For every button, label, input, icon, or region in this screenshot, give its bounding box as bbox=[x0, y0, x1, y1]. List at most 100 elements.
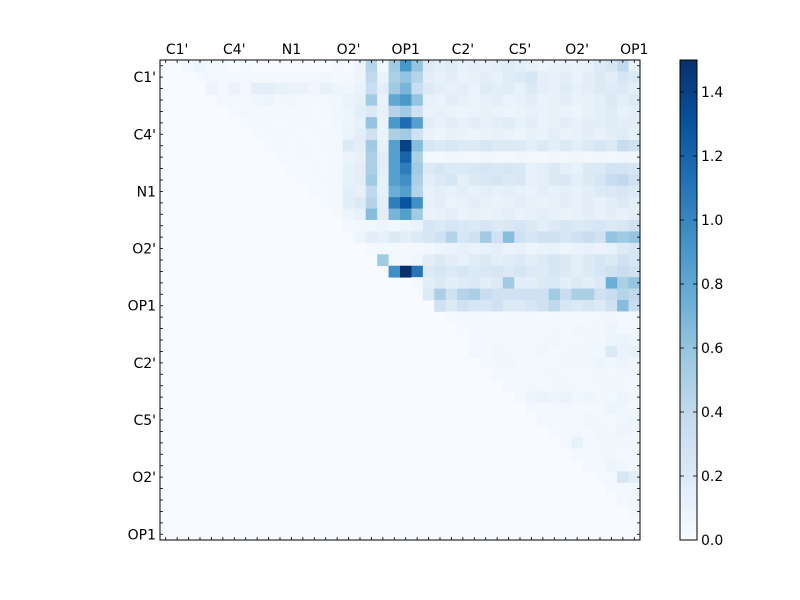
heatmap-cell bbox=[297, 162, 309, 175]
y-tick-label: OP1 bbox=[128, 299, 156, 315]
heatmap-cell bbox=[594, 197, 607, 209]
heatmap-cell bbox=[594, 322, 607, 335]
heatmap-cell bbox=[525, 254, 538, 267]
heatmap-cell bbox=[502, 368, 515, 381]
heatmap-cell bbox=[605, 254, 618, 267]
heatmap-cell bbox=[582, 460, 595, 472]
heatmap-cell bbox=[628, 505, 641, 518]
heatmap-cell bbox=[388, 208, 401, 221]
heatmap-cell bbox=[308, 151, 321, 164]
heatmap-cell bbox=[537, 151, 549, 164]
heatmap-cell bbox=[537, 357, 549, 369]
heatmap-cell bbox=[365, 231, 378, 244]
heatmap-cell bbox=[445, 82, 458, 95]
heatmap-cell bbox=[548, 311, 561, 324]
heatmap-cell bbox=[582, 265, 595, 278]
heatmap-cell bbox=[628, 151, 641, 164]
heatmap-cell bbox=[262, 128, 275, 141]
heatmap-cell bbox=[571, 322, 584, 335]
heatmap-cell bbox=[560, 391, 572, 404]
heatmap-cell bbox=[342, 174, 355, 187]
heatmap-cell bbox=[320, 185, 332, 198]
heatmap-cell bbox=[594, 117, 607, 129]
heatmap-cell bbox=[605, 402, 618, 415]
heatmap-cell bbox=[342, 197, 355, 209]
heatmap-cell bbox=[605, 105, 618, 118]
heatmap-cell bbox=[617, 391, 629, 404]
heatmap-cell bbox=[411, 105, 424, 118]
heatmap-cell bbox=[571, 60, 584, 72]
heatmap-cell bbox=[560, 60, 572, 72]
heatmap-cell bbox=[262, 94, 275, 107]
heatmap-cell bbox=[571, 71, 584, 84]
heatmap-cell bbox=[605, 334, 618, 347]
heatmap-cell bbox=[388, 94, 401, 107]
heatmap-cell bbox=[445, 174, 458, 187]
heatmap-cell bbox=[514, 140, 527, 152]
heatmap-cell bbox=[457, 71, 469, 84]
heatmap-cell bbox=[480, 174, 492, 187]
heatmap-cell bbox=[400, 140, 412, 152]
heatmap-cell bbox=[411, 277, 424, 289]
heatmap-cell bbox=[548, 117, 561, 129]
heatmap-cell bbox=[422, 185, 435, 198]
heatmap-cell bbox=[491, 82, 504, 95]
heatmap-cell bbox=[571, 220, 584, 232]
heatmap-cell bbox=[525, 105, 538, 118]
heatmap-cell bbox=[548, 277, 561, 289]
heatmap-cell bbox=[502, 322, 515, 335]
heatmap-cell bbox=[514, 345, 527, 358]
heatmap-cell bbox=[411, 231, 424, 244]
heatmap-cell bbox=[240, 117, 252, 129]
heatmap-cell bbox=[514, 334, 527, 347]
heatmap-cell bbox=[422, 128, 435, 141]
heatmap-cell bbox=[422, 60, 435, 72]
heatmap-cell bbox=[617, 368, 629, 381]
heatmap-cell bbox=[514, 368, 527, 381]
heatmap-cell bbox=[502, 345, 515, 358]
heatmap-cell bbox=[400, 60, 412, 72]
heatmap-cell bbox=[468, 105, 481, 118]
heatmap-cell bbox=[537, 288, 549, 301]
heatmap-cell bbox=[434, 117, 447, 129]
heatmap-cell bbox=[548, 265, 561, 278]
heatmap-cell bbox=[537, 380, 549, 392]
heatmap-cell bbox=[342, 128, 355, 141]
heatmap-cell bbox=[548, 357, 561, 369]
heatmap-cell bbox=[434, 265, 447, 278]
heatmap-cell bbox=[628, 105, 641, 118]
heatmap-cell bbox=[605, 174, 618, 187]
heatmap-cell bbox=[605, 231, 618, 244]
heatmap-cell bbox=[422, 174, 435, 187]
heatmap-cell bbox=[502, 71, 515, 84]
heatmap-frame bbox=[159, 59, 641, 541]
heatmap-cell bbox=[365, 94, 378, 107]
heatmap-cell bbox=[457, 288, 469, 301]
heatmap-cell bbox=[445, 128, 458, 141]
heatmap-cell bbox=[411, 82, 424, 95]
heatmap-cell bbox=[365, 82, 378, 95]
heatmap-cell bbox=[354, 140, 367, 152]
heatmap-cell bbox=[628, 300, 641, 312]
heatmap-cell bbox=[548, 288, 561, 301]
y-tick-label: O2' bbox=[132, 470, 156, 486]
heatmap-cell bbox=[502, 128, 515, 141]
heatmap-cell bbox=[525, 162, 538, 175]
heatmap-cell bbox=[582, 277, 595, 289]
heatmap-cell bbox=[502, 162, 515, 175]
heatmap-cell bbox=[617, 231, 629, 244]
heatmap-cell bbox=[251, 117, 264, 129]
heatmap-cell bbox=[308, 105, 321, 118]
heatmap-cell bbox=[377, 174, 389, 187]
heatmap-cell bbox=[331, 174, 344, 187]
heatmap-cell bbox=[582, 71, 595, 84]
heatmap-cell bbox=[468, 220, 481, 232]
heatmap-cell bbox=[594, 334, 607, 347]
heatmap-cell bbox=[228, 94, 241, 107]
heatmap-cell bbox=[514, 254, 527, 267]
heatmap-cell bbox=[491, 105, 504, 118]
heatmap-cell bbox=[491, 60, 504, 72]
heatmap-cell bbox=[594, 185, 607, 198]
heatmap-cell bbox=[491, 265, 504, 278]
